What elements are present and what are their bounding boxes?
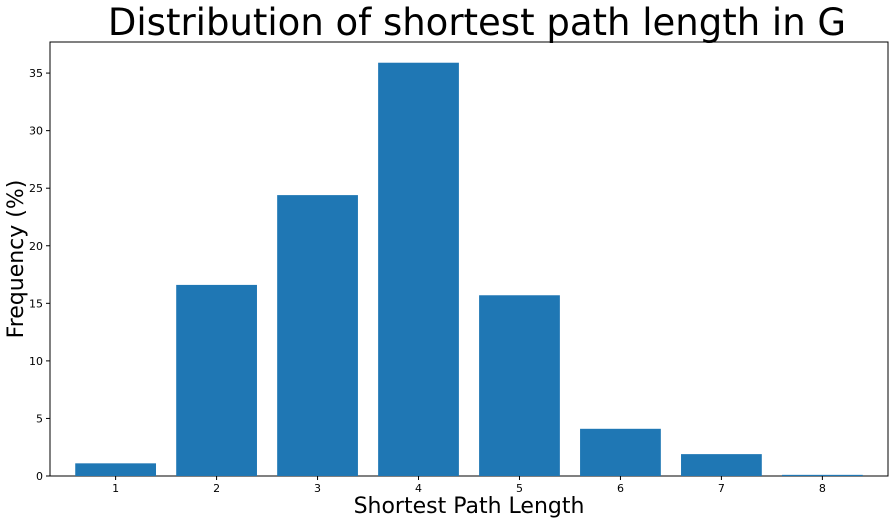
x-tick-label: 6 (617, 482, 624, 495)
y-tick-label: 5 (36, 412, 43, 425)
y-tick-label: 35 (29, 67, 43, 80)
y-tick-label: 30 (29, 125, 43, 138)
x-tick-label: 1 (112, 482, 119, 495)
y-tick-label: 15 (29, 297, 43, 310)
chart-title: Distribution of shortest path length in … (108, 1, 846, 44)
bar-1 (75, 463, 157, 476)
bar-8 (781, 474, 863, 476)
y-axis-label: Frequency (%) (4, 180, 29, 339)
bar-5 (479, 295, 560, 476)
y-tick-label: 10 (29, 355, 43, 368)
x-axis-ticks: 1 2 3 4 5 6 7 8 (112, 476, 826, 495)
bar-3 (277, 195, 358, 476)
x-tick-label: 3 (314, 482, 321, 495)
y-axis-ticks: 0 5 10 15 20 25 30 35 (29, 67, 50, 483)
x-axis-label: Shortest Path Length (354, 494, 585, 519)
x-tick-label: 7 (718, 482, 725, 495)
x-tick-label: 4 (415, 482, 422, 495)
x-tick-label: 2 (213, 482, 220, 495)
plot-area: 0 5 10 15 20 25 30 35 1 2 3 4 5 6 7 8 (29, 41, 889, 495)
bars (75, 62, 863, 476)
bar-4 (378, 62, 459, 476)
y-tick-label: 0 (36, 470, 43, 483)
x-tick-label: 5 (516, 482, 523, 495)
bar-2 (176, 284, 257, 476)
y-tick-label: 20 (29, 240, 43, 253)
bar-7 (681, 454, 762, 476)
plot-frame (49, 41, 889, 477)
x-tick-label: 8 (819, 482, 826, 495)
y-tick-label: 25 (29, 182, 43, 195)
bar-6 (580, 428, 661, 476)
